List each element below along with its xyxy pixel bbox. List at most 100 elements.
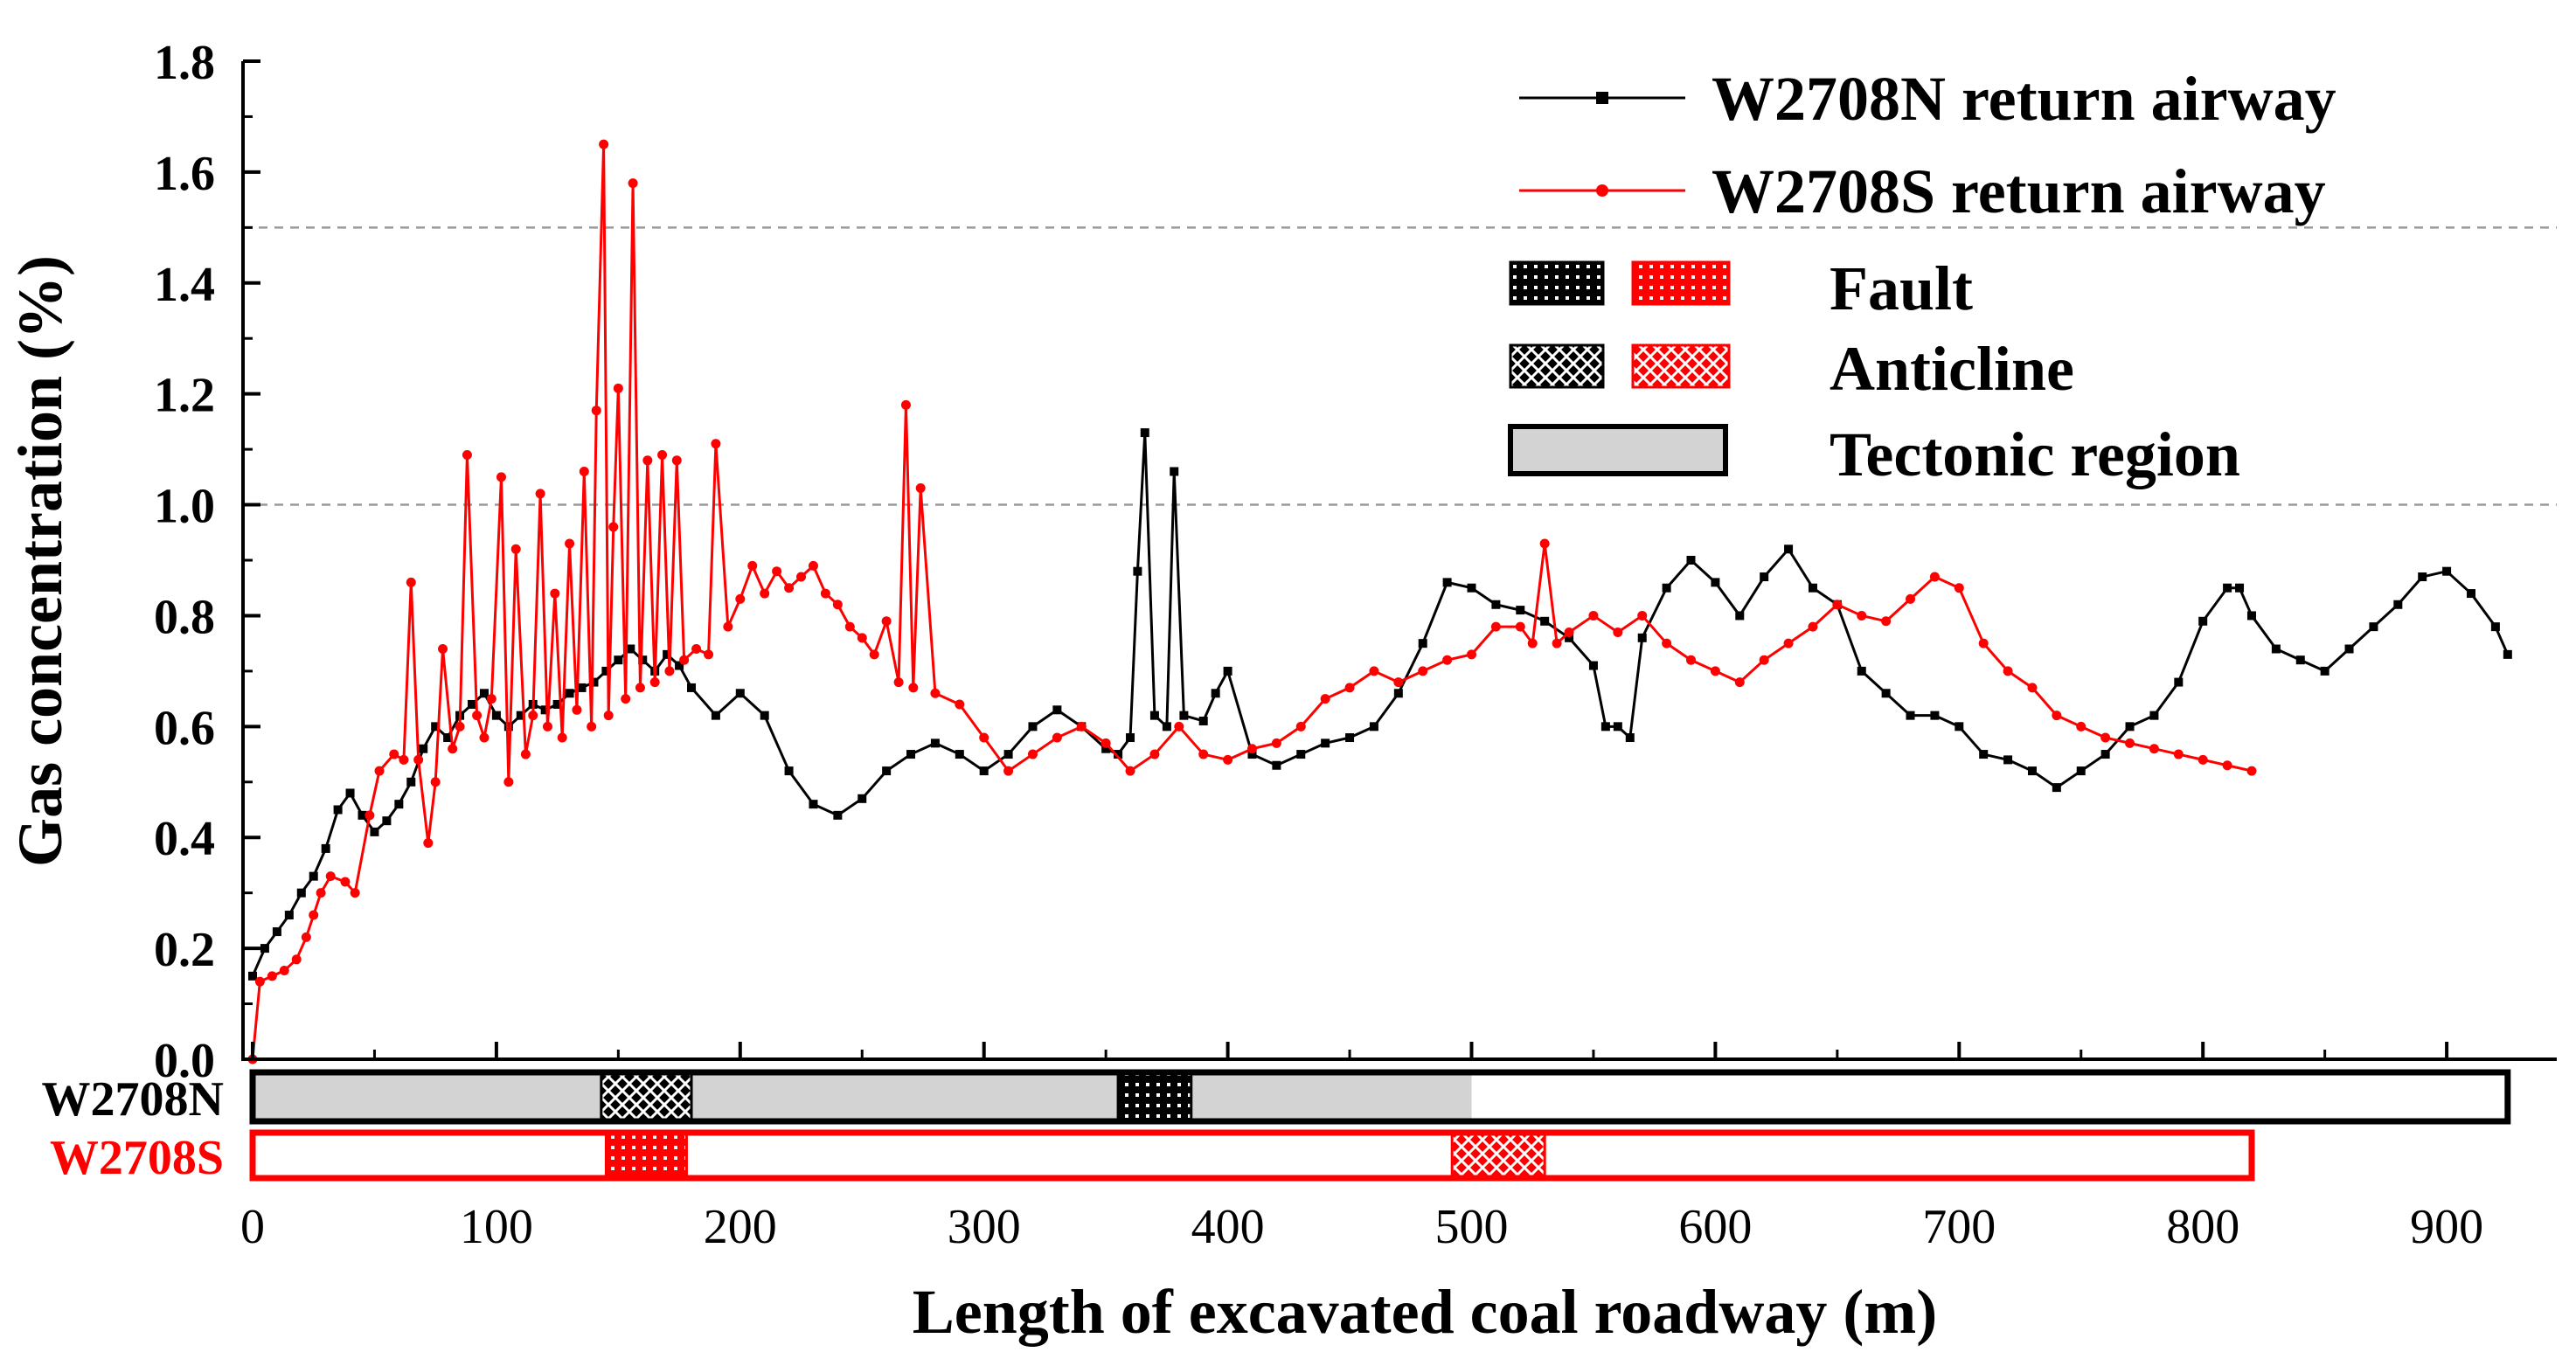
series-w2708s-point — [1783, 638, 1794, 648]
series-w2708s-point — [1393, 677, 1404, 688]
series-w2708n-point — [711, 711, 720, 720]
series-w2708s-point — [591, 406, 601, 416]
x-tick-label: 400 — [1191, 1200, 1265, 1254]
series-w2708n-point — [1625, 733, 1635, 743]
y-ticks: 0.0 0.2 0.4 0.6 0.8 1.0 1.2 1.4 1.6 1.8 — [154, 36, 260, 1088]
series-w2708s-point — [448, 744, 458, 754]
series-w2708s-point — [472, 711, 483, 721]
series-w2708s-point — [649, 677, 660, 688]
structure-segment-fault — [604, 1131, 688, 1180]
legend-w2708n-label: W2708N return airway — [1712, 64, 2336, 134]
series-w2708n-point — [333, 805, 343, 815]
series-w2708n-point — [638, 655, 648, 665]
series-w2708n-point — [979, 766, 989, 776]
series-w2708s-point — [657, 449, 668, 460]
series-w2708s-point — [557, 732, 567, 743]
series-w2708n-point — [2490, 622, 2500, 632]
series-w2708s-point — [1442, 655, 1453, 665]
series-w2708s-point — [267, 971, 277, 981]
x-tick-label: 200 — [704, 1200, 777, 1254]
series-w2708s-point — [1564, 627, 1574, 637]
series-w2708s — [247, 139, 2257, 1064]
series-w2708n-point — [491, 711, 501, 720]
x-tick-label: 600 — [1678, 1200, 1752, 1254]
series-w2708n-point — [930, 738, 940, 748]
series-w2708n-point — [1857, 666, 1866, 676]
series-w2708s-point — [1003, 766, 1014, 776]
series-w2708s-point — [1418, 666, 1428, 676]
legend-anticline-red-swatch — [1631, 343, 1731, 389]
series-w2708n-point — [260, 944, 269, 953]
series-w2708s-point — [1881, 616, 1892, 627]
series-w2708s-point — [455, 721, 465, 732]
series-w2708n-point — [2076, 766, 2086, 776]
series-w2708n-point — [1028, 722, 1038, 732]
series-w2708s-point — [628, 178, 638, 189]
legend-fault-black-swatch — [1509, 260, 1605, 306]
series-w2708n-point — [1393, 689, 1403, 698]
series-w2708n-point — [2174, 677, 2184, 687]
y-tick-label: 0.2 — [154, 923, 215, 977]
series-w2708n-point — [1003, 750, 1013, 759]
series-w2708n-point — [833, 810, 843, 820]
series-w2708n-point — [601, 666, 611, 676]
series-w2708n-point — [1140, 428, 1149, 438]
series-w2708s-point — [723, 621, 733, 632]
legend-w2708s-label: W2708S return airway — [1712, 156, 2326, 226]
series-w2708s-point — [2003, 666, 2013, 676]
series-w2708n-point — [2149, 711, 2159, 720]
series-w2708s-point — [1027, 749, 1038, 759]
series-w2708n-point — [382, 816, 392, 826]
structure-segment-anticline — [1450, 1131, 1546, 1180]
series-w2708s-point — [1527, 638, 1538, 648]
series-w2708n-point — [687, 683, 697, 692]
series-w2708n-point — [248, 971, 257, 981]
series-w2708n-point — [468, 699, 477, 709]
series-w2708s-point — [2125, 738, 2135, 748]
series-w2708s-point — [365, 810, 375, 821]
series-w2708n-point — [2393, 600, 2403, 609]
series-w2708n-point — [1133, 566, 1142, 576]
x-tick-label: 700 — [1922, 1200, 1996, 1254]
series-w2708s-point — [1344, 683, 1355, 693]
series-w2708n-point — [626, 644, 635, 654]
series-w2708s-point — [301, 932, 311, 942]
series-w2708s-point — [635, 683, 645, 693]
series-w2708n-point — [906, 750, 916, 759]
series-w2708s-point — [1271, 738, 1281, 748]
series-w2708n-point — [663, 649, 672, 659]
series-w2708s-point — [704, 649, 714, 660]
y-tick-label: 1.2 — [154, 369, 215, 423]
series-w2708s-point — [1808, 621, 1818, 632]
series-w2708s-point — [2027, 683, 2038, 693]
series-w2708n-point — [1223, 666, 1232, 676]
x-tick-label: 500 — [1435, 1200, 1509, 1254]
series-w2708n-point — [419, 744, 428, 753]
series-w2708s-point — [881, 616, 892, 627]
series-w2708s-point — [486, 694, 496, 704]
series-w2708s-point — [587, 721, 597, 732]
structure-segment-tectonic-region — [253, 1072, 1472, 1121]
series-w2708n-point — [589, 677, 599, 687]
series-w2708s-point — [664, 666, 675, 676]
series-w2708n-point — [2223, 583, 2232, 593]
series-w2708n-point — [2198, 616, 2208, 626]
structure-bar-frame — [249, 1129, 2255, 1182]
series-w2708s-point — [291, 954, 302, 965]
series-w2708s-point — [1929, 572, 1940, 582]
series-w2708n-point — [1162, 722, 1171, 732]
series-w2708s-point — [1223, 754, 1233, 765]
series-w2708s-point — [1246, 744, 1257, 754]
series-w2708n-point — [516, 711, 525, 720]
series-w2708n-point — [1321, 738, 1330, 748]
series-w2708s-point — [642, 455, 653, 466]
legend-w2708n-marker — [1596, 92, 1608, 104]
y-axis-title: Gas concentration (%) — [5, 255, 75, 867]
series-w2708n-point — [1296, 750, 1306, 759]
series-w2708n-point — [1906, 711, 1915, 720]
series-w2708n-point — [296, 888, 306, 898]
series-w2708n-point — [358, 810, 367, 820]
legend: W2708N return airway W2708S return airwa… — [1508, 64, 2336, 489]
